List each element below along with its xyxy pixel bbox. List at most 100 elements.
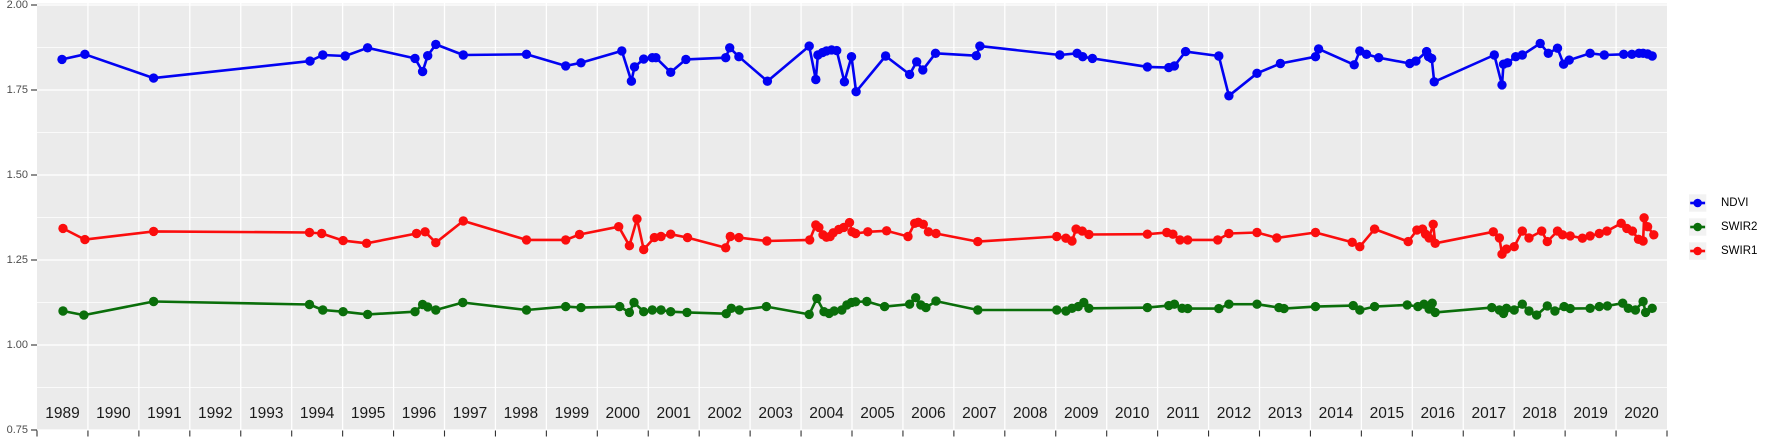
data-point: [666, 229, 676, 239]
data-point: [1531, 310, 1542, 320]
data-point: [1509, 242, 1519, 252]
data-point: [666, 67, 676, 78]
data-point: [148, 226, 159, 237]
data-point: [1427, 298, 1437, 308]
x-tick-label: 1991: [147, 405, 181, 422]
data-point: [647, 305, 657, 315]
data-point: [318, 50, 328, 60]
data-point: [725, 231, 735, 242]
data-point: [1430, 238, 1440, 248]
data-point: [863, 227, 873, 237]
data-point: [1430, 307, 1440, 318]
x-axis-ticks: [36, 430, 1668, 437]
data-point: [431, 238, 441, 248]
data-point: [58, 306, 68, 316]
data-point: [850, 297, 861, 307]
data-point: [1224, 91, 1234, 101]
data-point: [305, 56, 315, 66]
data-point: [1310, 301, 1321, 312]
data-point: [1488, 227, 1499, 237]
data-point: [1647, 303, 1657, 313]
y-axis: 2.00 1.75 1.50 1.25 1.00 0.75: [7, 0, 37, 436]
data-point: [1543, 48, 1554, 58]
data-point: [912, 57, 922, 67]
data-point: [58, 223, 68, 234]
x-tick-label: 2004: [809, 405, 844, 422]
data-point: [1275, 58, 1286, 69]
data-point: [1517, 226, 1528, 236]
data-point: [1424, 233, 1434, 243]
data-point: [911, 293, 921, 303]
x-tick-label: 2014: [1319, 405, 1354, 422]
data-point: [921, 302, 931, 313]
data-point: [338, 235, 348, 246]
data-point: [881, 226, 892, 236]
y-tick-label: 0.75: [7, 424, 28, 436]
data-point: [79, 310, 89, 320]
y-tick-label: 1.00: [7, 339, 28, 351]
legend-entry-SWIR2: SWIR2: [1689, 218, 1757, 236]
series-SWIR1: [58, 213, 1659, 259]
legend-entry-NDVI: NDVI: [1689, 194, 1748, 212]
data-point: [1052, 231, 1062, 242]
data-point: [918, 65, 928, 75]
data-point: [814, 222, 824, 233]
data-point: [624, 241, 635, 251]
data-point: [626, 76, 637, 86]
data-point: [1224, 228, 1234, 239]
x-tick-label: 2002: [707, 405, 741, 422]
data-point: [1517, 299, 1528, 309]
data-point: [1087, 53, 1098, 64]
data-point: [521, 305, 532, 315]
x-tick-label: 2003: [758, 405, 792, 422]
data-point: [880, 51, 891, 61]
data-point: [1594, 301, 1605, 312]
data-point: [812, 293, 822, 304]
data-point: [639, 307, 649, 317]
data-point: [80, 234, 90, 245]
data-point: [930, 48, 941, 58]
data-point: [734, 52, 744, 62]
x-tick-label: 1995: [351, 405, 385, 422]
data-point: [1649, 230, 1659, 240]
data-point: [1638, 236, 1648, 246]
x-tick-label: 2013: [1268, 405, 1302, 422]
y-tick-label: 2.00: [7, 0, 28, 11]
data-point: [1428, 219, 1438, 229]
data-point: [574, 229, 585, 240]
data-point: [1142, 302, 1153, 313]
data-point: [811, 74, 821, 85]
data-point: [1403, 236, 1413, 247]
data-point: [1078, 52, 1088, 62]
data-point: [458, 216, 468, 226]
data-point: [1537, 226, 1547, 236]
data-point: [1055, 50, 1065, 60]
data-point: [338, 307, 348, 317]
legend-label: NDVI: [1721, 197, 1748, 209]
data-point: [624, 307, 635, 318]
data-point: [417, 66, 428, 77]
data-point: [57, 54, 67, 65]
data-point: [903, 231, 913, 242]
data-point: [1602, 226, 1612, 236]
x-gridlines: [87, 3, 1617, 431]
data-point: [1252, 68, 1262, 79]
y-tick-label: 1.25: [7, 254, 28, 266]
data-point: [431, 39, 441, 50]
data-point: [681, 54, 691, 65]
data-point: [846, 52, 857, 62]
data-point: [1369, 301, 1380, 312]
data-point: [639, 54, 649, 64]
data-point: [1355, 242, 1365, 252]
data-point: [1142, 229, 1153, 239]
data-point: [1542, 301, 1553, 311]
data-point: [576, 302, 586, 313]
data-point: [411, 228, 422, 239]
data-point: [1524, 233, 1534, 243]
x-tick-label: 1996: [402, 405, 436, 422]
data-point: [1084, 303, 1094, 313]
data-point: [1252, 299, 1262, 309]
data-point: [1599, 50, 1610, 60]
data-point: [1355, 305, 1365, 315]
data-point: [1565, 303, 1575, 314]
